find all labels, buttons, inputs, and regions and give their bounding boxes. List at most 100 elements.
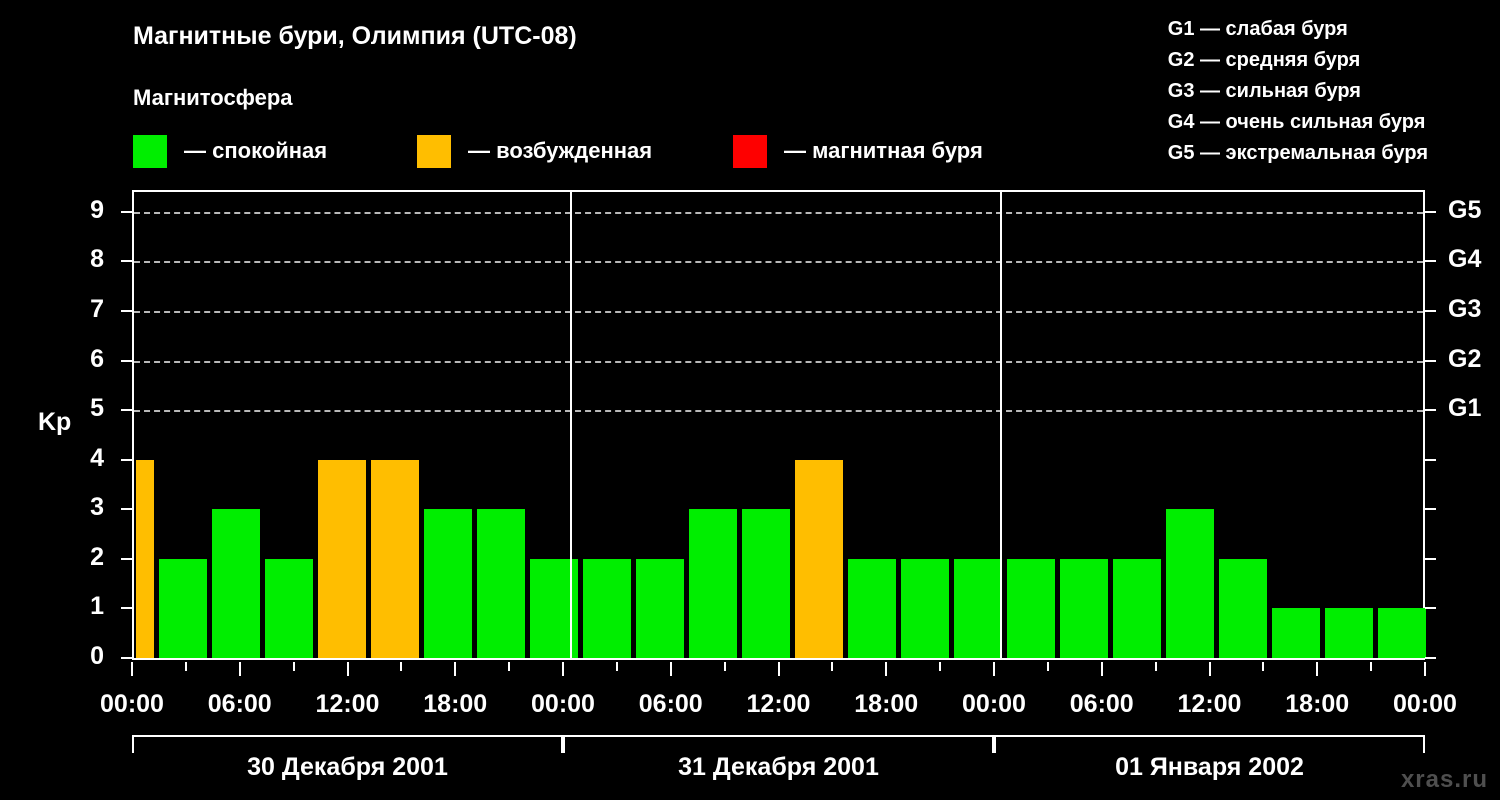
x-minor-tick-3 (508, 662, 511, 671)
x-tick-label-1: 06:00 (207, 690, 272, 718)
y-tick-label-6: 6 (90, 344, 104, 373)
bar-kp (1060, 558, 1109, 658)
x-tick-mark-12 (1424, 662, 1426, 676)
day-bracket-2 (563, 735, 994, 753)
x-tick-mark-5 (669, 662, 672, 676)
g-legend-row-g2: G2 — средняя буря (1167, 49, 1361, 71)
y-tick-mark-8 (121, 260, 132, 263)
x-tick-mark-7 (885, 662, 888, 676)
x-tick-label-6: 12:00 (746, 690, 811, 718)
legend-label-quiet: — спокойная (184, 138, 328, 163)
x-tick-label-9: 06:00 (1069, 690, 1134, 718)
g-minor-tick-3 (1425, 508, 1436, 511)
g-tick-mark-g1 (1425, 409, 1436, 412)
bar-kp (901, 558, 950, 658)
g-minor-tick-1 (1425, 607, 1436, 610)
bar-kp (424, 509, 472, 658)
y-tick-label-4: 4 (90, 443, 104, 472)
g-tick-label-g1: G1 (1448, 394, 1482, 423)
x-tick-label-7: 18:00 (854, 690, 919, 718)
y-tick-label-7: 7 (90, 294, 104, 323)
x-tick-label-8: 00:00 (962, 690, 1026, 718)
bar-kp (159, 558, 207, 658)
legend-swatch-quiet (133, 134, 167, 168)
x-tick-mark-1 (238, 662, 241, 676)
x-tick-mark-9 (1100, 662, 1103, 676)
x-minor-tick-6 (831, 662, 834, 671)
y-tick-mark-6 (121, 359, 132, 362)
x-minor-tick-11 (1370, 662, 1373, 671)
g-tick-label-g2: G2 (1448, 344, 1482, 373)
g-legend-row-g5: G5 — экстремальная буря (1167, 142, 1428, 164)
y-tick-mark-3 (121, 508, 132, 511)
x-tick-mark-3 (454, 662, 457, 676)
legend-swatch-unsettled (417, 134, 451, 168)
day-label-3: 01 Января 2002 (1115, 753, 1304, 781)
g-legend-row-g1: G1 — слабая буря (1167, 18, 1348, 40)
x-tick-label-0: 00:00 (100, 690, 164, 718)
bar-kp (265, 558, 313, 658)
legend-item-unsettled: — возбужденная (417, 134, 652, 168)
bar-kp (689, 509, 738, 658)
g-tick-mark-g3 (1425, 309, 1436, 312)
x-tick-label-4: 00:00 (531, 690, 595, 718)
gridline-kp-9 (134, 211, 1423, 214)
g-tick-label-g4: G4 (1448, 245, 1482, 274)
legend-item-storm: — магнитная буря (733, 134, 983, 168)
gridline-kp-5 (134, 410, 1423, 413)
x-tick-label-5: 06:00 (638, 690, 703, 718)
g-minor-tick-0 (1425, 657, 1436, 659)
bar-kp (477, 509, 525, 658)
day-divider-1 (570, 192, 572, 658)
g-tick-mark-g5 (1425, 210, 1436, 213)
x-minor-tick-9 (1154, 662, 1157, 671)
bar-kp (1272, 608, 1321, 658)
day-bracket-1 (132, 735, 563, 753)
x-minor-tick-10 (1262, 662, 1265, 671)
x-minor-tick-5 (723, 662, 726, 671)
day-label-1: 30 Декабря 2001 (247, 753, 448, 781)
y-tick-mark-5 (121, 409, 132, 412)
y-tick-label-2: 2 (90, 542, 104, 571)
bar-kp (742, 509, 791, 658)
bar-kp (583, 558, 631, 658)
x-tick-label-3: 18:00 (423, 690, 488, 718)
day-bracket-3 (994, 735, 1425, 753)
y-tick-mark-4 (121, 458, 132, 461)
x-tick-label-10: 12:00 (1177, 690, 1242, 718)
legend-item-quiet: — спокойная (133, 134, 327, 168)
g-scale-legend: G1 — слабая буря G2 — средняя буря G3 — си… (1168, 14, 1428, 169)
gridline-kp-7 (134, 310, 1423, 313)
y-tick-label-5: 5 (90, 394, 104, 423)
g-legend-row-g4: G4 — очень сильная буря (1167, 111, 1426, 133)
day-divider-2 (1000, 192, 1002, 658)
x-minor-tick-8 (1046, 662, 1049, 671)
y-tick-mark-0 (121, 657, 132, 659)
bar-kp (795, 459, 844, 658)
gridline-kp-8 (134, 261, 1423, 264)
watermark: xras.ru (1400, 766, 1488, 793)
g-tick-mark-g4 (1425, 260, 1436, 263)
bar-kp (1325, 608, 1374, 658)
bar-kp (212, 509, 260, 658)
x-minor-tick-1 (292, 662, 295, 671)
plot-inner (134, 192, 1427, 658)
bar-kp (318, 459, 366, 658)
bar-kp (636, 558, 684, 658)
x-minor-tick-0 (184, 662, 187, 671)
bar-kp (1219, 558, 1268, 658)
y-tick-mark-1 (121, 607, 132, 610)
y-tick-label-3: 3 (90, 493, 104, 522)
legend-swatch-storm (733, 134, 767, 168)
g-tick-label-g3: G3 (1448, 294, 1482, 323)
magnetosphere-label: Магнитосфера (133, 85, 293, 110)
x-minor-tick-4 (615, 662, 618, 671)
g-tick-label-g5: G5 (1448, 195, 1482, 224)
page-title: Магнитные бури, Олимпия (UTC-08) (133, 22, 577, 50)
x-tick-mark-11 (1316, 662, 1319, 676)
bar-kp (371, 459, 419, 658)
day-label-2: 31 Декабря 2001 (678, 753, 879, 781)
y-axis-title: Kp (38, 408, 72, 436)
bar-kp (954, 558, 1003, 658)
x-minor-tick-7 (939, 662, 942, 671)
